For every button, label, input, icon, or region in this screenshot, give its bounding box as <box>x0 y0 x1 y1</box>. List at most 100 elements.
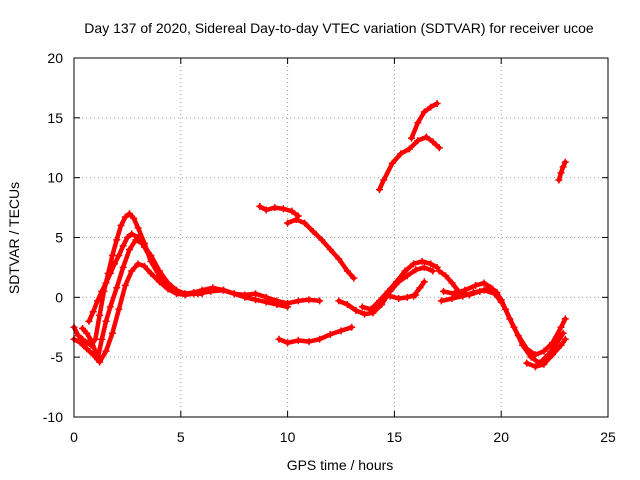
data-point <box>220 286 228 294</box>
data-point <box>126 210 134 218</box>
data-point <box>375 186 383 194</box>
data-point <box>173 290 181 298</box>
data-point <box>119 263 127 271</box>
data-point <box>79 324 87 332</box>
data-point <box>117 222 125 230</box>
data-point <box>337 327 345 335</box>
data-point <box>380 176 388 184</box>
data-point <box>155 269 163 277</box>
x-axis-label: GPS time / hours <box>287 457 394 473</box>
data-point <box>83 345 91 353</box>
data-point <box>121 281 129 289</box>
series-line <box>71 211 322 348</box>
series-layer <box>70 99 569 371</box>
series-line <box>556 159 568 183</box>
y-tick-label: -10 <box>43 409 63 425</box>
data-point <box>273 301 281 309</box>
data-point <box>420 263 428 271</box>
data-point <box>292 216 300 224</box>
data-point <box>358 303 366 311</box>
data-point <box>279 205 287 213</box>
data-point <box>497 298 505 306</box>
data-point <box>262 206 270 214</box>
data-point <box>147 255 155 263</box>
data-point <box>540 347 548 355</box>
data-point <box>181 291 189 299</box>
series-arc-17 <box>523 335 569 371</box>
data-point <box>397 150 405 158</box>
chart-title: Day 137 of 2020, Sidereal Day-to-day VTE… <box>84 20 594 36</box>
x-tick-label: 0 <box>70 429 78 445</box>
data-point <box>252 290 260 298</box>
grid-layer <box>74 58 608 417</box>
series-arc-4 <box>85 230 163 325</box>
data-point <box>433 263 441 271</box>
data-point <box>343 301 351 309</box>
data-point <box>548 351 556 359</box>
data-point <box>123 234 131 241</box>
data-point <box>108 329 116 337</box>
data-point <box>403 272 411 280</box>
data-point <box>559 163 567 171</box>
data-point <box>335 255 343 263</box>
data-point <box>130 214 138 222</box>
data-point <box>108 251 116 259</box>
data-point <box>113 236 121 244</box>
data-point <box>305 338 313 346</box>
data-point <box>367 305 375 313</box>
x-tick-label: 15 <box>387 429 403 445</box>
data-point <box>416 284 424 292</box>
data-point <box>316 335 324 343</box>
data-point <box>102 317 110 325</box>
data-point <box>126 245 134 253</box>
data-point <box>207 287 215 295</box>
data-point <box>448 295 456 303</box>
data-point <box>111 260 119 268</box>
tick-layer: 0 5 10 15 20 25 -10 -5 0 5 10 15 20 <box>43 50 616 445</box>
data-point <box>91 347 99 355</box>
data-point <box>393 278 401 286</box>
data-point <box>422 133 430 141</box>
data-point <box>491 290 499 298</box>
data-point <box>83 329 91 337</box>
y-tick-label: 10 <box>47 170 63 186</box>
data-point <box>305 296 313 304</box>
data-point <box>350 274 358 282</box>
data-point <box>335 297 343 305</box>
data-point <box>241 293 249 301</box>
data-point <box>420 278 428 286</box>
data-point <box>440 287 448 295</box>
data-point <box>113 284 121 292</box>
data-point <box>461 286 469 294</box>
data-point <box>74 332 82 340</box>
series-arc-8 <box>335 263 437 318</box>
data-point <box>262 298 270 306</box>
series-line <box>360 259 440 312</box>
data-point <box>557 341 565 349</box>
series-arc-15 <box>440 279 569 359</box>
data-point <box>318 236 326 244</box>
data-point <box>252 296 260 304</box>
series-arc-3 <box>79 260 206 366</box>
data-point <box>369 309 377 317</box>
data-point <box>76 339 84 347</box>
data-point <box>414 137 422 145</box>
data-point <box>561 335 569 343</box>
data-point <box>190 290 198 298</box>
data-point <box>155 278 163 286</box>
data-point <box>134 260 142 268</box>
data-point <box>469 289 477 297</box>
data-point <box>294 336 302 344</box>
series-line <box>285 217 357 281</box>
data-point <box>348 323 356 331</box>
y-tick-label: 5 <box>55 230 63 246</box>
data-point <box>523 359 531 367</box>
data-point <box>96 358 104 366</box>
data-point <box>352 306 360 314</box>
x-tick-label: 20 <box>493 429 509 445</box>
data-point <box>448 279 456 287</box>
data-point <box>472 281 480 289</box>
data-point <box>378 301 386 309</box>
data-point <box>559 329 567 337</box>
data-point <box>410 260 418 268</box>
